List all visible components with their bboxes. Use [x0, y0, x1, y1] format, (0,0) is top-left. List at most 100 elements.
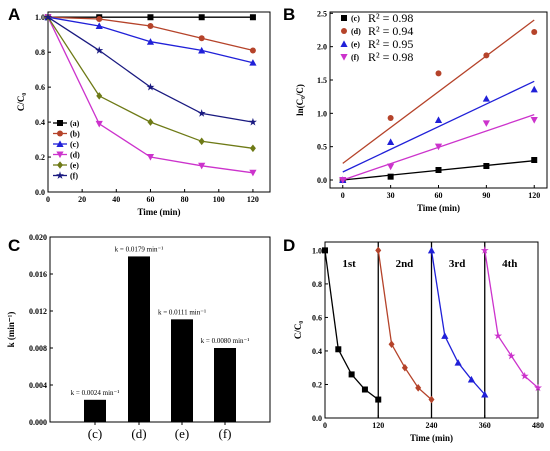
- panel-b-data-point: [530, 117, 538, 124]
- panel-a-data-point: [146, 82, 155, 91]
- panel-b-y-tick-label: 1.0: [317, 109, 327, 118]
- panel-d-data-point: [454, 359, 462, 366]
- panel-a-data-point: [249, 169, 257, 177]
- panel-a-data-point: [197, 109, 206, 117]
- panel-b-data-point: [387, 115, 394, 121]
- panel-d-y-axis-label: C/C₀: [293, 321, 303, 339]
- panel-b-legend-r2: R² = 0.95: [368, 37, 413, 51]
- panel-a-data-point: [249, 144, 256, 153]
- panel-c-bar: [214, 348, 236, 422]
- panel-a-data-point: [198, 162, 206, 170]
- panel-b-legend-label: (f): [351, 53, 359, 62]
- panel-b-y-tick-label: 1.5: [317, 76, 327, 85]
- panel-d-series-2: [427, 246, 489, 398]
- panel-b-legend-label: (d): [351, 27, 361, 36]
- panel-d-data-point: [388, 340, 395, 349]
- panel-d-data-point: [441, 332, 449, 339]
- panel-b-legend-r2: R² = 0.94: [368, 24, 413, 38]
- panel-b-legend-marker: [340, 54, 348, 61]
- panel-a-plot-frame: [47, 11, 271, 193]
- panel-d-y-tick-label: 0.4: [312, 347, 322, 356]
- panel-d-series-line: [484, 250, 539, 389]
- panel-a-data-point: [198, 14, 205, 21]
- panel-d-y-tick-label: 0.8: [312, 280, 322, 289]
- panel-a-y-tick-label: 1.0: [35, 13, 45, 22]
- panel-c-plot-frame: [49, 236, 271, 423]
- panel-b-series-0: [339, 157, 538, 183]
- panel-d-y-tick-label: 1.0: [312, 246, 322, 255]
- panel-a-data-point: [95, 22, 103, 29]
- panel-c-y-tick-label: 0.016: [29, 270, 47, 279]
- panel-c-category-label: (f): [219, 426, 232, 441]
- panel-b-y-tick-label: 2.0: [317, 43, 327, 52]
- panel-d-cycle-label: 2nd: [396, 258, 414, 270]
- panel-b-data-point: [531, 29, 538, 35]
- panel-d-data-point: [480, 246, 489, 254]
- panel-d-data-point: [322, 247, 328, 254]
- panel-b: B 0 30 60 90 120 0.0 0.5 1.0 1.5 2.0 2.5 Time (min) l…: [283, 5, 548, 213]
- panel-b-y-tick-label: 0.0: [317, 176, 327, 185]
- panel-a: A 0 20 40 60 80 100 120 0.0 0.2 0.4 0.6 0.8 1.0 Time (…: [8, 5, 271, 217]
- panel-d-data-point: [481, 390, 489, 398]
- panel-a-legend-label: (f): [70, 172, 78, 181]
- panel-a-legend-label: (d): [70, 151, 80, 160]
- panel-b-data-point: [483, 52, 490, 59]
- panel-d-y-tick-label: 0.6: [312, 313, 322, 322]
- panel-c-y-axis-label: k (min⁻¹): [6, 312, 16, 348]
- panel-b-legend: (c) R² = 0.98 (d) R² = 0.94 (e) R² = 0.95 (f) R…: [340, 11, 413, 64]
- panel-d-data-point: [375, 246, 382, 255]
- panel-b-legend-r2: R² = 0.98: [368, 50, 413, 64]
- panel-d-data-point: [494, 331, 503, 340]
- panel-b-data-point: [435, 70, 442, 77]
- panel-a-series-4: [45, 13, 256, 153]
- panel-c-value-label: k = 0.0024 min⁻¹: [71, 389, 120, 397]
- panel-b-fit-line: [342, 19, 535, 164]
- panel-c-category-label: (d): [131, 426, 146, 441]
- panel-d-data-point: [361, 386, 368, 393]
- panel-d-series-1: [375, 246, 435, 404]
- panel-d-label: D: [283, 236, 295, 255]
- panel-d-cycle-label: 3rd: [449, 258, 466, 270]
- panel-a-data-point: [147, 118, 154, 126]
- panel-a-data-point: [198, 137, 205, 146]
- panel-b-series-2: [339, 80, 538, 183]
- panel-b-legend-label: (c): [351, 14, 360, 23]
- panel-b-legend-r2: R² = 0.98: [368, 11, 413, 25]
- panel-a-y-tick-label: 0.8: [35, 48, 45, 57]
- panel-b-data-point: [482, 120, 490, 127]
- panel-a-legend-label: (e): [70, 161, 79, 170]
- panel-c: C 0.000 0.004 0.008 0.012 0.016 0.020 k (min⁻¹)…: [6, 233, 271, 441]
- panel-d-y-tick-label: 0.0: [312, 414, 322, 423]
- panel-a-y-axis-label: C/C₀: [16, 93, 26, 111]
- panel-a-x-tick-label: 40: [112, 195, 120, 204]
- panel-d-x-tick-label: 120: [372, 421, 384, 430]
- panel-a-legend-marker: [56, 140, 64, 147]
- panel-b-data-point: [387, 163, 395, 171]
- panel-b-y-tick-label: 0.5: [317, 143, 327, 152]
- panel-a-x-tick-label: 100: [213, 195, 225, 204]
- panel-a-x-tick-label: 80: [181, 195, 189, 204]
- panel-b-data-point: [434, 116, 443, 123]
- panel-d-x-tick-label: 0: [323, 421, 327, 430]
- panel-d-series-3: [480, 246, 542, 392]
- panel-b-legend-marker: [341, 28, 347, 34]
- panel-a-series-2: [44, 13, 257, 66]
- panel-a-data-point: [96, 15, 103, 22]
- panel-a-data-point: [95, 120, 103, 128]
- panel-d-x-axis-label: Time (min): [410, 433, 453, 443]
- panel-a-y-tick-label: 0.6: [35, 83, 45, 92]
- panel-c-label: C: [8, 236, 20, 255]
- panel-d-data-point: [401, 363, 408, 372]
- panel-a-data-point: [146, 154, 155, 161]
- panel-a-data-point: [147, 14, 154, 21]
- panel-a-data-point: [95, 46, 104, 54]
- panel-b-y-axis-label: ln(C₀/C): [295, 84, 305, 116]
- panel-a-data-point: [147, 22, 154, 29]
- panel-a-legend-marker: [57, 130, 63, 137]
- panel-a-x-tick-label: 0: [46, 195, 50, 204]
- panel-c-y-tick-label: 0.012: [29, 307, 47, 316]
- panel-a-y-tick-label: 0.4: [35, 118, 45, 127]
- panel-b-x-tick-label: 120: [528, 191, 540, 200]
- panel-c-bar: [128, 256, 150, 422]
